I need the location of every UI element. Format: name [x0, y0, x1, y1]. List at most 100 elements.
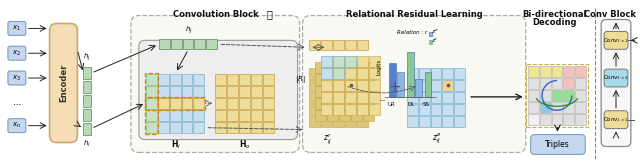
Text: Relation : r: Relation : r	[397, 30, 427, 35]
Bar	[145, 73, 157, 134]
Bar	[357, 104, 368, 115]
Bar	[525, 64, 588, 127]
Text: Conv Block: Conv Block	[584, 10, 636, 19]
Bar	[146, 98, 157, 109]
Bar	[239, 110, 250, 121]
Bar	[369, 80, 380, 91]
Bar	[357, 56, 368, 67]
Bar	[182, 110, 193, 121]
Bar	[182, 122, 193, 133]
Text: SS: SS	[423, 102, 430, 107]
Bar	[429, 32, 433, 36]
Bar	[528, 114, 539, 125]
Bar	[575, 114, 586, 125]
Bar	[310, 116, 321, 127]
Bar	[345, 80, 356, 91]
Bar	[357, 116, 368, 127]
Bar	[563, 78, 574, 89]
Bar	[333, 104, 344, 115]
Bar	[419, 92, 429, 103]
Bar	[146, 110, 157, 121]
Bar	[239, 98, 250, 109]
Bar	[321, 92, 332, 103]
Bar	[157, 122, 168, 133]
FancyBboxPatch shape	[49, 23, 77, 143]
Bar	[357, 104, 368, 115]
Bar	[251, 110, 262, 121]
Bar	[363, 74, 374, 85]
Bar	[454, 116, 465, 127]
Text: UR: UR	[388, 102, 396, 107]
Bar	[321, 92, 332, 103]
Bar	[406, 92, 418, 103]
Text: $x_3$: $x_3$	[12, 73, 21, 83]
Bar	[528, 90, 539, 101]
FancyBboxPatch shape	[8, 71, 26, 85]
Bar	[442, 104, 453, 115]
Bar	[345, 56, 356, 67]
Bar	[419, 68, 429, 79]
Bar	[239, 86, 250, 97]
Bar	[193, 74, 204, 85]
Bar	[263, 110, 274, 121]
Bar	[321, 80, 332, 91]
Bar	[157, 74, 168, 85]
Bar	[327, 74, 339, 85]
Bar	[327, 98, 339, 109]
Bar	[170, 122, 180, 133]
Bar	[369, 92, 380, 103]
Bar	[263, 98, 274, 109]
Bar	[157, 98, 168, 109]
Bar	[345, 104, 356, 115]
Bar	[316, 74, 326, 85]
Bar	[563, 66, 574, 77]
Bar	[454, 92, 465, 103]
Bar	[563, 90, 574, 101]
Bar	[251, 74, 262, 85]
Text: Conv$_{3\times3}$: Conv$_{3\times3}$	[604, 74, 628, 82]
FancyBboxPatch shape	[604, 69, 628, 87]
Bar	[321, 104, 332, 115]
Bar	[540, 114, 550, 125]
Bar	[170, 74, 180, 85]
Bar	[345, 92, 356, 103]
Bar	[170, 86, 180, 97]
Bar	[575, 102, 586, 113]
Bar	[206, 39, 217, 49]
Bar	[170, 98, 180, 109]
Bar	[333, 56, 344, 67]
Bar	[157, 110, 168, 121]
Text: 🔥: 🔥	[267, 10, 273, 20]
Bar	[333, 56, 344, 67]
Bar	[310, 80, 321, 91]
Text: +: +	[388, 81, 401, 96]
Bar	[454, 68, 465, 79]
FancyBboxPatch shape	[604, 31, 628, 49]
Bar	[333, 80, 344, 91]
Bar	[333, 104, 344, 115]
Bar	[339, 74, 350, 85]
Bar	[540, 78, 550, 89]
Bar	[424, 72, 431, 97]
Bar	[316, 110, 326, 121]
Bar	[321, 116, 332, 127]
Bar	[442, 92, 453, 103]
Bar	[321, 80, 332, 91]
Bar	[227, 110, 238, 121]
Bar	[310, 40, 321, 50]
Bar	[316, 98, 326, 109]
Bar	[327, 62, 339, 73]
Bar	[146, 86, 157, 97]
Bar	[563, 102, 574, 113]
Text: Convolution Block: Convolution Block	[173, 10, 259, 19]
Bar	[263, 122, 274, 133]
Bar	[563, 114, 574, 125]
Bar	[227, 86, 238, 97]
Bar	[528, 66, 539, 77]
Text: $x_2$: $x_2$	[12, 49, 21, 58]
Text: Logits: Logits	[377, 59, 382, 75]
Bar	[345, 56, 356, 67]
Bar	[195, 39, 205, 49]
Bar	[345, 68, 356, 79]
Bar	[357, 92, 368, 103]
